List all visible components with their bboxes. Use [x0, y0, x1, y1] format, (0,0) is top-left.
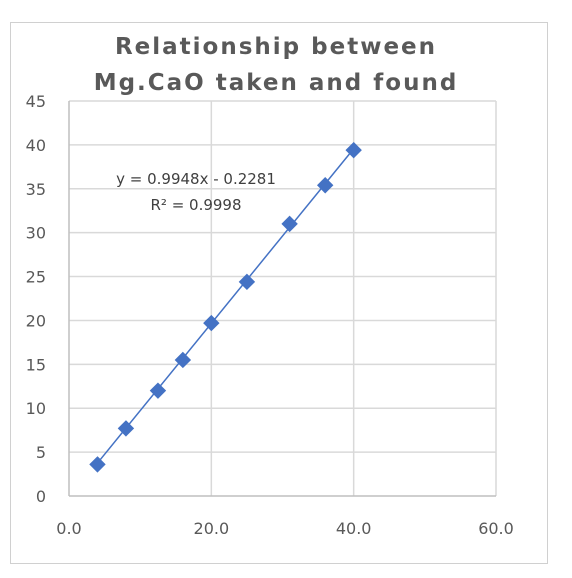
data-point-marker — [345, 141, 362, 159]
y-tick-label: 0 — [36, 487, 46, 506]
chart-title-line-1: Relationship between — [115, 34, 437, 60]
data-points — [89, 141, 362, 473]
data-point-marker — [117, 420, 135, 437]
data-point-marker — [174, 351, 192, 369]
chart-frame — [10, 22, 548, 564]
x-tick-label: 0.0 — [56, 519, 81, 538]
trendline-equation: y = 0.9948x - 0.2281 R² = 0.9998 — [116, 170, 276, 214]
y-tick-label: 45 — [26, 92, 46, 111]
y-tick-label: 15 — [26, 355, 46, 374]
trendline-equation-label: y = 0.9948x - 0.2281 — [116, 170, 276, 188]
y-tick-label: 25 — [26, 268, 46, 287]
chart-title-line-2: Mg.CaO taken and found — [94, 70, 459, 96]
chart-title: Relationship between Mg.CaO taken and fo… — [94, 34, 459, 96]
x-tick-label: 40.0 — [336, 519, 372, 538]
x-tick-label: 20.0 — [194, 519, 230, 538]
y-tick-label: 35 — [26, 180, 46, 199]
y-tick-label: 30 — [26, 224, 46, 243]
data-point-marker — [281, 215, 298, 233]
y-tick-label: 20 — [26, 311, 46, 330]
y-axis-tick-labels: 0 5 10 15 20 25 30 35 40 45 — [26, 92, 46, 506]
y-tick-label: 40 — [26, 136, 46, 155]
axes — [68, 101, 496, 497]
gridlines — [69, 100, 497, 496]
data-point-marker — [238, 273, 256, 291]
trendline-group — [96, 148, 355, 464]
linear-trendline — [96, 148, 355, 464]
r-squared-label: R² = 0.9998 — [150, 196, 241, 214]
x-tick-label: 60.0 — [478, 519, 514, 538]
y-tick-label: 10 — [26, 399, 46, 418]
data-point-marker — [316, 177, 334, 194]
data-point-marker — [203, 314, 220, 332]
y-tick-label: 5 — [36, 443, 46, 462]
data-point-marker — [149, 382, 167, 399]
x-axis-tick-labels: 0.0 20.0 40.0 60.0 — [56, 519, 514, 538]
data-point-marker — [89, 456, 106, 473]
